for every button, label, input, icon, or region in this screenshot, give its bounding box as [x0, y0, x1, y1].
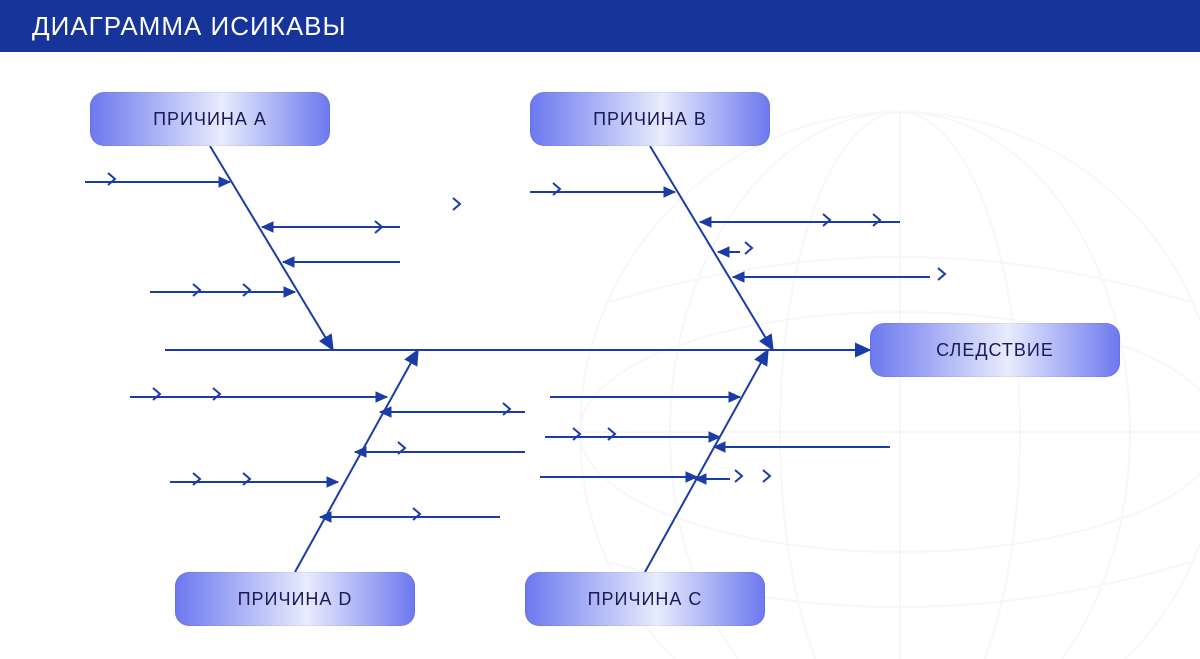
page-header: ДИАГРАММА ИСИКАВЫ	[0, 0, 1200, 52]
cause-label: ПРИЧИНА D	[238, 589, 353, 610]
cause-node-d: ПРИЧИНА D	[175, 572, 415, 626]
result-label: СЛЕДСТВИЕ	[936, 340, 1054, 361]
cause-node-a: ПРИЧИНА A	[90, 92, 330, 146]
cause-node-c: ПРИЧИНА C	[525, 572, 765, 626]
diagram-stage: ПРИЧИНА A ПРИЧИНА B ПРИЧИНА D ПРИЧИНА C …	[0, 52, 1200, 659]
cause-label: ПРИЧИНА C	[588, 589, 703, 610]
cause-label: ПРИЧИНА A	[153, 109, 267, 130]
page-title: ДИАГРАММА ИСИКАВЫ	[32, 11, 347, 42]
result-node: СЛЕДСТВИЕ	[870, 323, 1120, 377]
cause-node-b: ПРИЧИНА B	[530, 92, 770, 146]
cause-label: ПРИЧИНА B	[593, 109, 707, 130]
